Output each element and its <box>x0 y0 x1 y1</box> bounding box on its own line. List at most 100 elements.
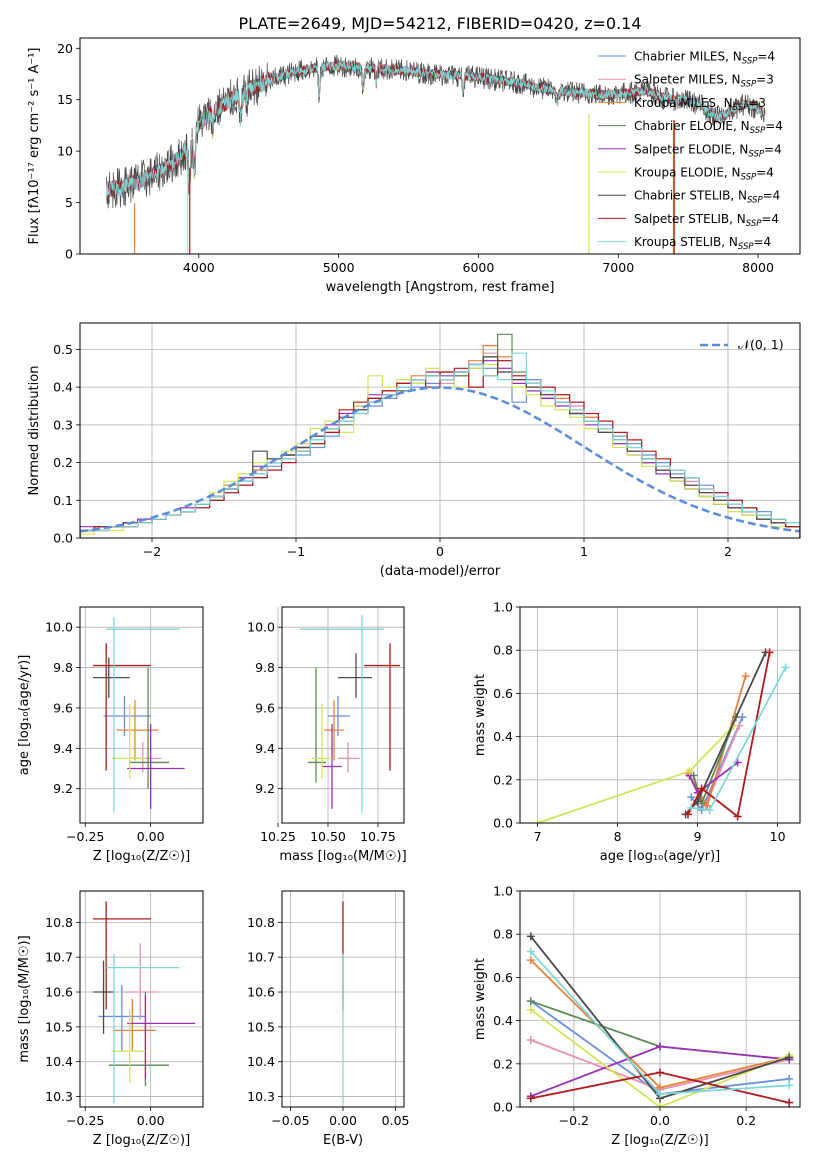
y-tick-label: 0.4 <box>53 380 73 395</box>
y-tick-label: 9.2 <box>255 781 275 796</box>
x-tick-label: 4000 <box>183 260 215 275</box>
errorbar-point-1 <box>338 742 360 773</box>
errorbar-point-8 <box>106 617 180 813</box>
x-tick-label: 10.50 <box>310 829 346 844</box>
weight-marker-8 <box>656 1090 664 1099</box>
errorbar-point-0 <box>328 695 350 737</box>
y-tick-label: 0.0 <box>493 1100 513 1115</box>
weight-line-5 <box>537 725 735 823</box>
errorbar-point-2 <box>324 699 344 761</box>
axes-frame <box>79 37 801 255</box>
axes-frame <box>79 890 204 1108</box>
x-tick-label: 0.0 <box>650 1113 670 1128</box>
errorbar-point-6 <box>338 653 372 698</box>
y-tick-label: 10.7 <box>45 950 73 965</box>
x-tick-label: −1 <box>287 544 305 559</box>
weight-line-7 <box>687 652 771 819</box>
weight-marker-8 <box>781 663 790 672</box>
x-tick-label: 8000 <box>742 260 774 275</box>
errorbar-point-7 <box>93 901 151 1010</box>
y-tick-label: 9.6 <box>53 700 73 715</box>
weight-marker-7 <box>697 784 706 793</box>
x-tick-label: −0.2 <box>559 1113 589 1128</box>
y-tick-label: 0.0 <box>53 531 73 546</box>
y-axis-label: mass [log₁₀(M/M☉)] <box>17 935 32 1062</box>
axes-frame <box>519 606 801 824</box>
weight-line-5 <box>530 1009 790 1107</box>
weight-marker-4 <box>656 1042 664 1051</box>
y-tick-label: 10.3 <box>45 1089 73 1104</box>
weight-marker-6 <box>526 932 535 941</box>
x-tick-label: 10.75 <box>360 829 396 844</box>
normal-curve <box>80 386 800 533</box>
legend-label-3: Chabrier ELODIE, NSSP=4 <box>634 119 783 136</box>
y-tick-label: 0.5 <box>53 342 73 357</box>
y-tick-label: 0.0 <box>493 816 513 831</box>
x-axis-label: Z [log₁₀(Z/Z☉)] <box>93 849 190 864</box>
y-tick-label: 5 <box>65 195 73 210</box>
weight-vs-z-panel: −0.2 0.0 0.2 0.0 0.2 0.4 0.6 0.8 1.0 Z [log₁₀(Z/Z… <box>473 884 801 1148</box>
x-tick-label: 10 <box>770 829 786 844</box>
x-axis-label: Z [log₁₀(Z/Z☉)] <box>611 1133 708 1148</box>
errorbar-point-5 <box>111 703 146 779</box>
errorbar-point-7 <box>93 643 151 771</box>
y-tick-label: 10.8 <box>45 915 73 930</box>
spectrum-line-8 <box>106 61 766 197</box>
spectrum-legend: Chabrier MILES, NSSP=4 Salpeter MILES, NS… <box>598 50 783 252</box>
x-tick-label: 0.2 <box>736 1113 756 1128</box>
y-tick-label: 0.1 <box>53 493 73 508</box>
x-tick-label: −0.25 <box>66 1113 104 1128</box>
y-tick-label: 1.0 <box>493 884 513 899</box>
weight-marker-6 <box>785 1053 794 1062</box>
x-tick-label: 0.05 <box>382 1113 410 1128</box>
x-axis-label: mass [log₁₀(M/M☉)] <box>279 849 406 864</box>
legend-label-6: Chabrier STELIB, NSSP=4 <box>634 189 780 206</box>
hist-series-8 <box>80 352 800 538</box>
errorbar-point-3 <box>308 667 326 783</box>
y-tick-label: 10.8 <box>247 915 275 930</box>
errorbar-point-5 <box>312 703 332 779</box>
y-axis-label: Flux [fλ10⁻¹⁷ erg cm⁻² s⁻¹ A⁻¹] <box>27 48 42 245</box>
legend-label-2: Kroupa MILES, NSSP=3 <box>634 96 766 113</box>
weight-marker-3 <box>526 997 535 1006</box>
y-tick-label: 0.2 <box>53 455 73 470</box>
x-tick-label: 0.00 <box>329 1113 357 1128</box>
errorbar-point-7 <box>364 643 400 771</box>
weight-marker-5 <box>656 1103 664 1107</box>
y-tick-label: 0.8 <box>493 927 513 942</box>
x-tick-label: 9 <box>694 829 702 844</box>
x-tick-label: 0.00 <box>137 1113 165 1128</box>
y-tick-label: 9.4 <box>53 741 73 756</box>
legend-label-0: Chabrier MILES, NSSP=4 <box>634 50 775 67</box>
x-axis-label: wavelength [Angstrom, rest frame] <box>326 280 555 295</box>
errorbar-point-1 <box>124 943 159 1020</box>
legend-normal-label: 𝒩(0, 1) <box>738 337 784 352</box>
errorbar-point-8 <box>106 953 180 1104</box>
y-tick-label: 0 <box>65 247 73 262</box>
x-tick-label: 0.00 <box>137 829 165 844</box>
x-axis-label: (data-model)/error <box>380 564 501 579</box>
y-axis-label: mass weight <box>473 674 488 756</box>
y-tick-label: 10.3 <box>247 1089 275 1104</box>
y-axis-label: age [log₁₀(age/yr)] <box>17 655 32 776</box>
x-tick-label: 10.25 <box>260 829 296 844</box>
y-tick-label: 0.6 <box>493 686 513 701</box>
legend-label-4: Salpeter ELODIE, NSSP=4 <box>634 142 782 159</box>
legend-label-7: Salpeter STELIB, NSSP=4 <box>634 212 779 229</box>
y-tick-label: 10.6 <box>45 985 73 1000</box>
weight-marker-2 <box>741 672 750 681</box>
x-tick-label: 0 <box>436 544 444 559</box>
x-tick-label: 8 <box>614 829 622 844</box>
y-tick-label: 9.4 <box>255 741 275 756</box>
y-tick-label: 9.2 <box>53 781 73 796</box>
weight-marker-7 <box>684 810 692 819</box>
y-tick-label: 0.2 <box>493 772 513 787</box>
y-tick-label: 15 <box>57 92 73 107</box>
x-axis-label: age [log₁₀(age/yr)] <box>600 849 721 864</box>
x-tick-label: −0.25 <box>66 829 104 844</box>
weight-marker-7 <box>765 648 774 657</box>
errorbar-point-3 <box>108 992 169 1087</box>
errorbar-point-0 <box>98 985 146 1052</box>
y-tick-label: 10.5 <box>45 1019 73 1034</box>
